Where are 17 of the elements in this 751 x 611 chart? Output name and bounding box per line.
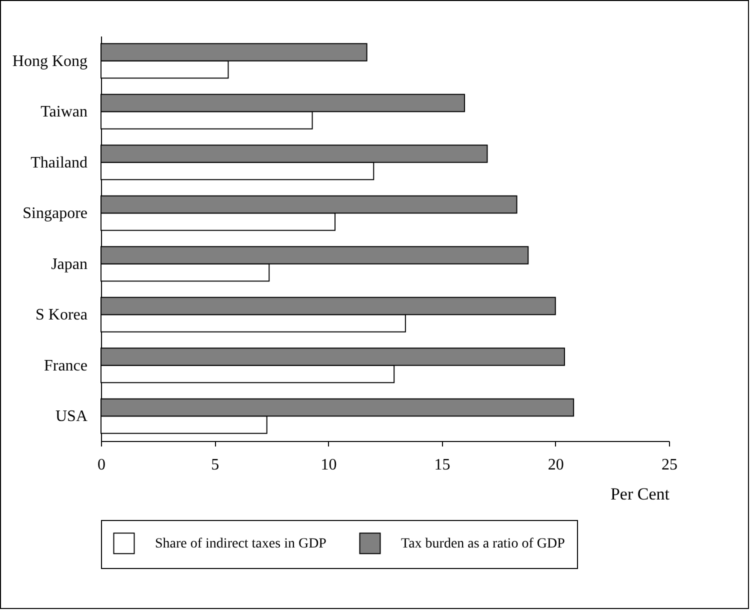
y-tick-label: S Korea [36, 306, 88, 324]
x-tick-label: 20 [548, 456, 564, 474]
y-tick-label: France [44, 357, 88, 374]
legend-label: Share of indirect taxes in GDP [155, 536, 327, 552]
y-tick-label: Taiwan [40, 104, 88, 121]
x-tick-label: 5 [211, 456, 220, 474]
x-tick-label: 10 [320, 456, 337, 474]
y-tick-label: Singapore [22, 205, 88, 222]
y-tick-label: Hong Kong [12, 52, 88, 70]
x-tick-label: 25 [662, 456, 678, 474]
x-tick-label: 15 [434, 456, 450, 474]
x-tick-label: 0 [98, 456, 106, 474]
y-tick-label: USA [55, 408, 88, 426]
x-axis-title: Per Cent [610, 484, 670, 504]
y-tick-label: Thailand [30, 154, 88, 172]
legend-label: Tax burden as a ratio of GDP [401, 536, 566, 552]
y-tick-label: Japan [51, 256, 88, 273]
